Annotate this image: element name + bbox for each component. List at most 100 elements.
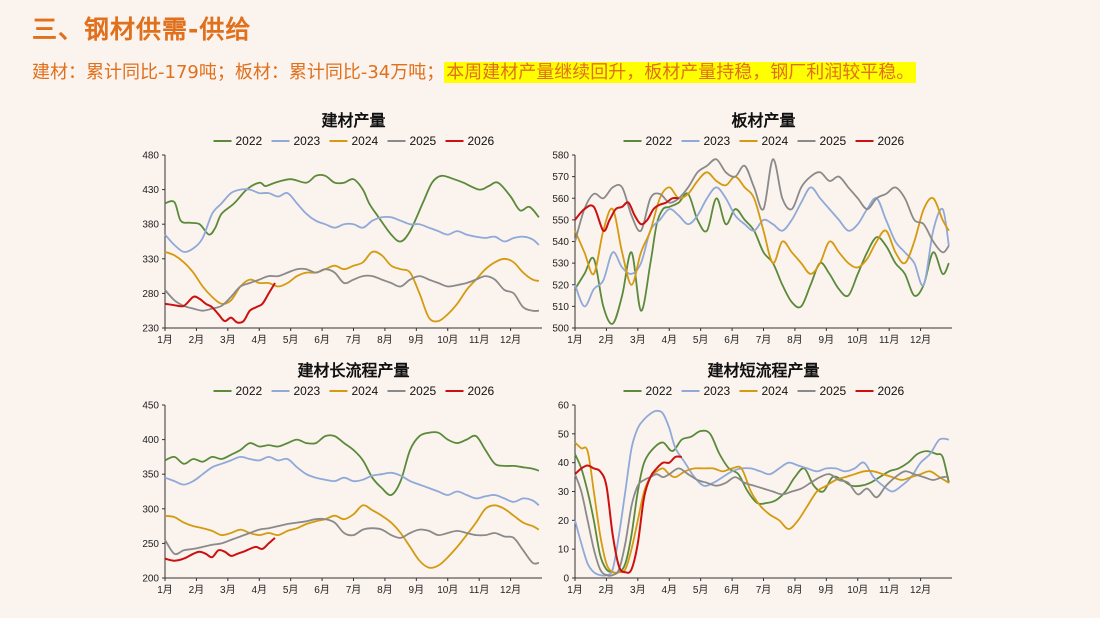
y-tick-label: 60 <box>558 401 570 412</box>
y-tick-label: 480 <box>142 151 159 162</box>
legend-label: 2024 <box>762 134 789 148</box>
y-tick-label: 30 <box>558 487 570 498</box>
x-tick-label: 10月 <box>847 584 868 596</box>
chart-construction-output: 建材产量 2022 2023 2024 2025 2026 230 280 330 380 430 4… <box>120 110 560 350</box>
series-line-2023 <box>574 409 950 577</box>
page-subtitle: 建材：累计同比-179吨；板材：累计同比-34万吨； 本周建材产量继续回升，板材产… <box>32 58 917 84</box>
series-line-2023 <box>164 188 540 253</box>
legend-label: 2024 <box>352 134 379 148</box>
y-tick-label: 350 <box>142 470 159 481</box>
chart-plate-output: 板材产量 2022 2023 2024 2025 2026 500 510 520 530 540 5… <box>530 110 970 350</box>
series-line-2026 <box>574 455 682 574</box>
chart-svg: 建材产量 2022 2023 2024 2025 2026 230 280 330 380 430 4… <box>142 111 542 346</box>
y-tick-label: 550 <box>552 215 569 226</box>
x-tick-label: 8月 <box>377 584 393 596</box>
legend-label: 2023 <box>294 384 321 398</box>
y-tick-label: 500 <box>552 324 569 335</box>
x-tick-label: 11月 <box>469 334 489 346</box>
x-tick-label: 2月 <box>599 584 615 596</box>
y-tick-label: 50 <box>558 429 570 440</box>
chart-long-process-output: 建材长流程产量 2022 2023 2024 2025 2026 200 250 300 350 4… <box>120 360 560 600</box>
x-tick-label: 7月 <box>756 584 772 596</box>
y-tick-label: 400 <box>142 435 159 446</box>
legend-label: 2023 <box>704 134 731 148</box>
y-tick-label: 520 <box>552 280 569 291</box>
y-tick-label: 560 <box>552 194 569 205</box>
x-tick-label: 12月 <box>500 334 521 346</box>
x-tick-label: 2月 <box>189 584 205 596</box>
x-tick-label: 6月 <box>314 584 330 596</box>
x-tick-label: 9月 <box>409 334 425 346</box>
legend-label: 2024 <box>352 384 379 398</box>
chart-title: 板材产量 <box>731 111 795 130</box>
x-tick-label: 8月 <box>377 334 393 346</box>
series-line-2022 <box>164 431 540 497</box>
chart-title: 建材短流程产量 <box>707 361 819 380</box>
series-line-2024 <box>574 171 950 286</box>
x-tick-label: 3月 <box>220 584 236 596</box>
y-tick-label: 300 <box>142 504 159 515</box>
series-line-2022 <box>164 174 540 243</box>
chart-title: 建材产量 <box>321 111 385 130</box>
chart-title: 建材长流程产量 <box>297 361 409 380</box>
legend-label: 2026 <box>468 134 495 148</box>
legend-label: 2022 <box>236 384 263 398</box>
x-tick-label: 6月 <box>314 334 330 346</box>
y-tick-label: 10 <box>558 545 570 556</box>
x-tick-label: 4月 <box>661 334 677 346</box>
legend-label: 2022 <box>646 134 673 148</box>
x-tick-label: 4月 <box>251 584 267 596</box>
chart-svg: 建材长流程产量 2022 2023 2024 2025 2026 200 250 300 350 4… <box>142 361 542 596</box>
x-tick-label: 9月 <box>819 584 835 596</box>
legend-label: 2024 <box>762 384 789 398</box>
series-line-2025 <box>164 267 539 312</box>
legend-label: 2025 <box>820 134 847 148</box>
x-tick-label: 1月 <box>567 584 583 596</box>
legend-label: 2025 <box>410 134 437 148</box>
x-tick-label: 5月 <box>693 334 709 346</box>
x-tick-label: 11月 <box>469 584 489 596</box>
x-tick-label: 10月 <box>437 584 458 596</box>
x-tick-label: 8月 <box>787 334 803 346</box>
x-tick-label: 9月 <box>409 584 425 596</box>
y-tick-label: 280 <box>142 289 159 300</box>
x-tick-label: 7月 <box>346 334 362 346</box>
series-line-2025 <box>574 467 949 577</box>
y-tick-label: 540 <box>552 237 569 248</box>
x-tick-label: 3月 <box>630 334 646 346</box>
x-tick-label: 1月 <box>567 334 583 346</box>
legend-label: 2026 <box>878 384 905 398</box>
series-line-2026 <box>164 537 276 562</box>
legend-label: 2026 <box>878 134 905 148</box>
x-tick-label: 10月 <box>847 334 868 346</box>
x-tick-label: 9月 <box>819 334 835 346</box>
chart-short-process-output: 建材短流程产量 2022 2023 2024 2025 2026 0 10 20 30 40 50 60… <box>530 360 970 600</box>
legend-label: 2022 <box>646 384 673 398</box>
series-line-2025 <box>164 517 540 565</box>
x-tick-label: 10月 <box>437 334 458 346</box>
series-line-2023 <box>164 455 540 507</box>
x-tick-label: 1月 <box>157 584 173 596</box>
series-line-2025 <box>574 158 950 254</box>
series-line-2026 <box>164 282 276 324</box>
x-tick-label: 4月 <box>251 334 267 346</box>
y-tick-label: 570 <box>552 172 569 183</box>
y-tick-label: 200 <box>142 574 159 585</box>
x-tick-label: 5月 <box>693 584 709 596</box>
y-tick-label: 250 <box>142 539 159 550</box>
x-tick-label: 11月 <box>879 334 899 346</box>
legend-label: 2022 <box>236 134 263 148</box>
y-tick-label: 230 <box>142 324 159 335</box>
y-tick-label: 580 <box>552 151 569 162</box>
subtitle-plain: 建材：累计同比-179吨；板材：累计同比-34万吨； <box>32 62 445 83</box>
x-tick-label: 5月 <box>283 334 299 346</box>
chart-svg: 建材短流程产量 2022 2023 2024 2025 2026 0 10 20 30 40 50 60… <box>558 361 952 596</box>
series-line-2022 <box>574 192 950 325</box>
chart-svg: 板材产量 2022 2023 2024 2025 2026 500 510 520 530 540 5… <box>552 111 952 346</box>
y-tick-label: 510 <box>552 302 569 313</box>
x-tick-label: 6月 <box>724 334 740 346</box>
legend-label: 2025 <box>820 384 847 398</box>
x-tick-label: 2月 <box>189 334 205 346</box>
x-tick-label: 2月 <box>599 334 615 346</box>
y-tick-label: 530 <box>552 259 569 270</box>
